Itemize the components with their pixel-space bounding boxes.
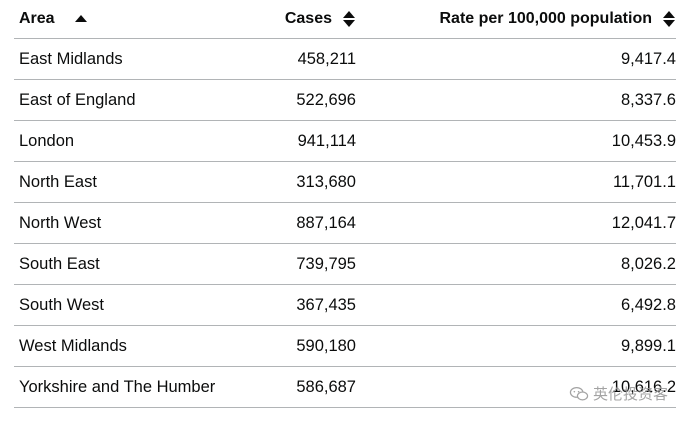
sort-ascending-icon (74, 14, 87, 22)
sort-area-button[interactable]: Area (19, 10, 87, 28)
column-header-rate-label: Rate per 100,000 population (439, 10, 652, 27)
cell-area: Yorkshire and The Humber (14, 366, 259, 408)
cell-rate: 10,453.9 (361, 120, 676, 162)
column-header-cases-label: Cases (284, 10, 332, 27)
sort-both-icon (662, 10, 676, 28)
watermark: 英伦投资客 (569, 383, 668, 404)
cell-cases: 887,164 (259, 202, 361, 244)
cell-area: London (14, 120, 259, 162)
table-row: Yorkshire and The Humber 586,687 10,616.… (14, 366, 676, 408)
sort-cases-button[interactable]: Cases (285, 10, 356, 28)
cell-rate: 9,417.4 (361, 38, 676, 80)
cell-rate: 8,337.6 (361, 79, 676, 121)
watermark-text: 英伦投资客 (592, 386, 668, 403)
cell-rate: 10,616.2 (361, 366, 676, 408)
cell-cases: 586,687 (259, 366, 361, 408)
sort-both-icon (342, 10, 356, 28)
table-row: North East 313,680 11,701.1 (14, 161, 676, 203)
table-row: London 941,114 10,453.9 (14, 120, 676, 162)
cell-cases: 313,680 (259, 161, 361, 203)
table-row: North West 887,164 12,041.7 (14, 202, 676, 244)
cell-cases: 941,114 (259, 120, 361, 162)
table-body: East Midlands 458,211 9,417.4 East of En… (14, 38, 676, 408)
header-row: Area Cases Rate per 100,000 (14, 0, 676, 39)
cell-rate: 6,492.8 (361, 284, 676, 326)
cases-by-area-table: Area Cases Rate per 100,000 (14, 0, 676, 408)
column-header-cases[interactable]: Cases (259, 0, 361, 39)
table-row: South East 739,795 8,026.2 (14, 243, 676, 285)
cell-rate: 12,041.7 (361, 202, 676, 244)
cell-rate: 8,026.2 (361, 243, 676, 285)
cell-cases: 458,211 (259, 38, 361, 80)
cell-area: North East (14, 161, 259, 203)
cell-rate: 9,899.1 (361, 325, 676, 367)
cell-cases: 522,696 (259, 79, 361, 121)
sort-rate-button[interactable]: Rate per 100,000 population (439, 10, 676, 28)
cell-area: North West (14, 202, 259, 244)
cell-cases: 590,180 (259, 325, 361, 367)
table-row: East of England 522,696 8,337.6 (14, 79, 676, 121)
cell-cases: 739,795 (259, 243, 361, 285)
cell-rate: 11,701.1 (361, 161, 676, 203)
cell-area: West Midlands (14, 325, 259, 367)
table-header: Area Cases Rate per 100,000 (14, 0, 676, 39)
cell-area: South East (14, 243, 259, 285)
cases-table-container: Area Cases Rate per 100,000 (14, 0, 676, 408)
table-row: East Midlands 458,211 9,417.4 (14, 38, 676, 80)
cell-area: East of England (14, 79, 259, 121)
table-row: West Midlands 590,180 9,899.1 (14, 325, 676, 367)
cell-area: East Midlands (14, 38, 259, 80)
wechat-logo-icon (569, 386, 589, 400)
cell-area: South West (14, 284, 259, 326)
table-row: South West 367,435 6,492.8 (14, 284, 676, 326)
cell-cases: 367,435 (259, 284, 361, 326)
column-header-rate[interactable]: Rate per 100,000 population (361, 0, 676, 39)
column-header-area[interactable]: Area (14, 0, 259, 39)
column-header-area-label: Area (19, 10, 55, 27)
